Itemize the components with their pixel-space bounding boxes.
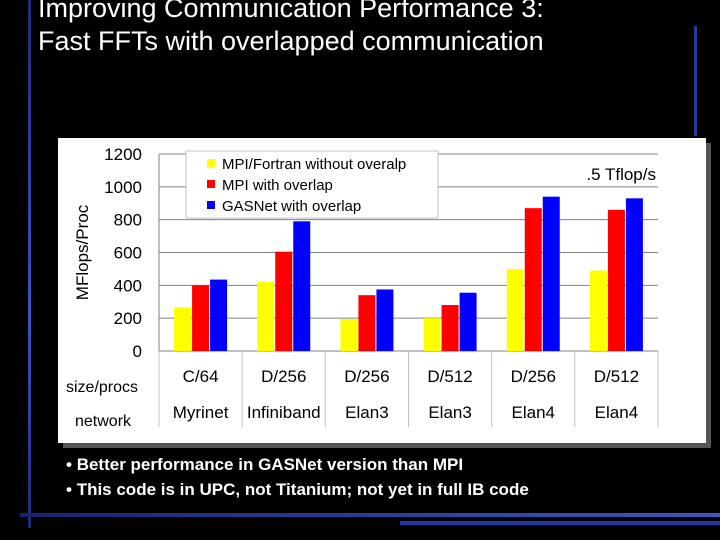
y-tick-label: 0 [133, 342, 142, 361]
bar [625, 198, 643, 351]
bullet-list: • Better performance in GASNet version t… [66, 452, 529, 502]
network-label: Elan4 [512, 403, 555, 422]
legend-label: GASNet with overlap [222, 198, 361, 215]
bullet-text: This code is in UPC, not Titanium; not y… [76, 480, 529, 499]
slide-title: Improving Communication Performance 3: F… [38, 0, 544, 56]
bar [192, 285, 210, 351]
network-label: Infiniband [247, 403, 321, 422]
x-tick-label: D/512 [427, 367, 472, 386]
bar [340, 318, 358, 351]
bar [542, 196, 560, 351]
network-label: Elan3 [428, 403, 471, 422]
legend-swatch [207, 159, 215, 167]
legend-swatch [207, 180, 215, 188]
x-tick-label: D/512 [594, 367, 639, 386]
x-tick-label: D/256 [261, 367, 306, 386]
bar [293, 221, 311, 351]
bar [174, 307, 192, 351]
x-tick-label: D/256 [344, 367, 389, 386]
x-tick-label: D/256 [511, 367, 556, 386]
y-tick-label: 1000 [104, 178, 142, 197]
bar [210, 279, 228, 351]
bar [459, 292, 477, 351]
bar-chart: 0 200 400 600 800 1000 1200 MFlops/Proc C/64 Myri… [58, 145, 704, 430]
decorative-vertical-line-right [694, 26, 697, 136]
decorative-horizontal-line-lower [400, 521, 720, 525]
chart-panel: 0 200 400 600 800 1000 1200 MFlops/Proc C/64 Myri… [58, 138, 706, 443]
legend-box [185, 150, 439, 219]
bar [607, 209, 625, 351]
network-label: Elan3 [345, 403, 388, 422]
y-axis-label: MFlops/Proc [73, 204, 92, 300]
legend-swatch [207, 201, 215, 209]
bar [376, 289, 394, 351]
network-label: Myrinet [173, 403, 229, 422]
bar [257, 282, 275, 351]
row-label-network: network [75, 413, 132, 430]
bar [358, 295, 376, 351]
bar [441, 305, 459, 351]
y-tick-label: 1200 [104, 145, 142, 164]
bullet-text: Better performance in GASNet version tha… [76, 455, 464, 474]
decorative-horizontal-line [20, 513, 720, 517]
bar [589, 270, 607, 351]
row-label-size: size/procs [66, 379, 138, 396]
bar [275, 251, 293, 351]
bullet-item: • Better performance in GASNet version t… [66, 455, 464, 474]
bar [506, 268, 524, 351]
chart-annotation: .5 Tflop/s [586, 165, 656, 184]
legend-label: MPI/Fortran without overalp [222, 156, 406, 173]
bullet-item: • This code is in UPC, not Titanium; not… [66, 480, 529, 499]
decorative-vertical-line [28, 0, 31, 528]
legend-label: MPI with overlap [222, 177, 333, 194]
bar [423, 318, 441, 351]
network-label: Elan4 [595, 403, 638, 422]
y-tick-label: 800 [114, 211, 142, 230]
y-tick-label: 200 [114, 309, 142, 328]
bar [524, 208, 542, 351]
y-tick-label: 400 [114, 276, 142, 295]
y-tick-label: 600 [114, 244, 142, 263]
x-tick-label: C/64 [183, 367, 219, 386]
